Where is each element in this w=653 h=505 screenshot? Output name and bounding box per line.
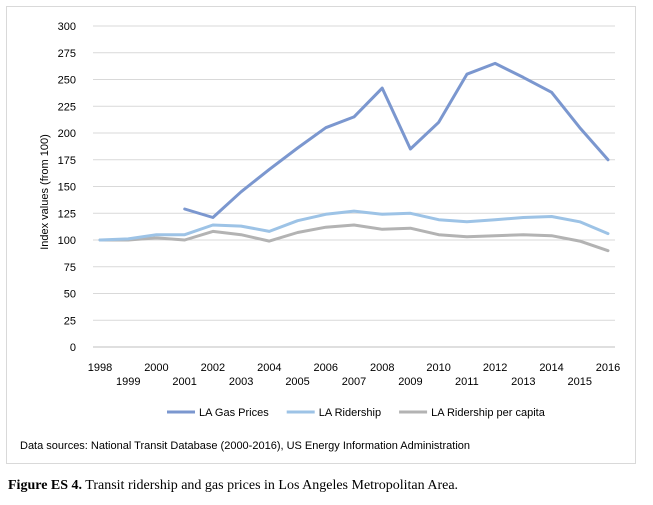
y-axis-label: Index values (from 100)	[39, 134, 51, 250]
x-tick-label: 2000	[144, 362, 168, 374]
y-tick-labels: 0 25 50 75 100 125 150 175 200 225 250 275 300	[58, 21, 76, 354]
caption-label: Figure ES 4.	[8, 478, 83, 493]
x-tick-label: 2001	[172, 376, 196, 388]
x-tick-label: 2004	[257, 362, 281, 374]
y-tick-label: 300	[58, 21, 76, 33]
x-tick-label: 2005	[285, 376, 309, 388]
x-tick-label: 2007	[342, 376, 366, 388]
x-tick-label: 1999	[116, 376, 140, 388]
x-tick-label: 2016	[596, 362, 620, 374]
y-tick-label: 125	[58, 208, 76, 220]
x-tick-label: 2002	[201, 362, 225, 374]
y-tick-label: 75	[64, 262, 76, 274]
caption-text: Transit ridership and gas prices in Los …	[82, 478, 459, 493]
legend-label: LA Ridership	[319, 407, 381, 419]
figure-caption: Figure ES 4. Transit ridership and gas p…	[8, 478, 648, 494]
x-tick-label: 1998	[88, 362, 112, 374]
y-tick-label: 150	[58, 182, 76, 194]
y-tick-label: 50	[64, 289, 76, 301]
x-tick-label: 2013	[511, 376, 535, 388]
y-tick-label: 175	[58, 155, 76, 167]
x-tick-label: 2008	[370, 362, 394, 374]
legend-label: LA Ridership per capita	[431, 407, 546, 419]
series-line	[98, 209, 610, 242]
y-tick-label: 275	[58, 48, 76, 60]
y-tick-label: 225	[58, 101, 76, 113]
legend-label: LA Gas Prices	[199, 407, 269, 419]
series-line	[183, 61, 610, 219]
y-tick-label: 200	[58, 128, 76, 140]
x-tick-label: 2010	[426, 362, 450, 374]
y-tick-label: 250	[58, 75, 76, 87]
y-tick-label: 25	[64, 315, 76, 327]
source-note: Data sources: National Transit Database …	[20, 440, 470, 452]
legend: LA Gas Prices LA Ridership LA Ridership pe…	[167, 407, 546, 419]
x-tick-label: 2003	[229, 376, 253, 388]
series-line	[98, 223, 610, 253]
series-lines	[98, 61, 610, 253]
x-tick-label: 2011	[455, 376, 479, 388]
grid-lines	[93, 25, 615, 348]
x-tick-label: 2015	[568, 376, 592, 388]
chart-frame: 0 25 50 75 100 125 150 175 200 225 250 275 300 1998 1…	[6, 6, 636, 464]
x-tick-labels: 1998 1999 2000 2001 2002 2003 2004 2005 2006 2007…	[88, 362, 620, 388]
x-tick-label: 2012	[483, 362, 507, 374]
y-tick-label: 100	[58, 235, 76, 247]
x-tick-label: 2009	[398, 376, 422, 388]
x-tick-label: 2014	[539, 362, 563, 374]
x-tick-label: 2006	[314, 362, 338, 374]
y-tick-label: 0	[70, 342, 76, 354]
